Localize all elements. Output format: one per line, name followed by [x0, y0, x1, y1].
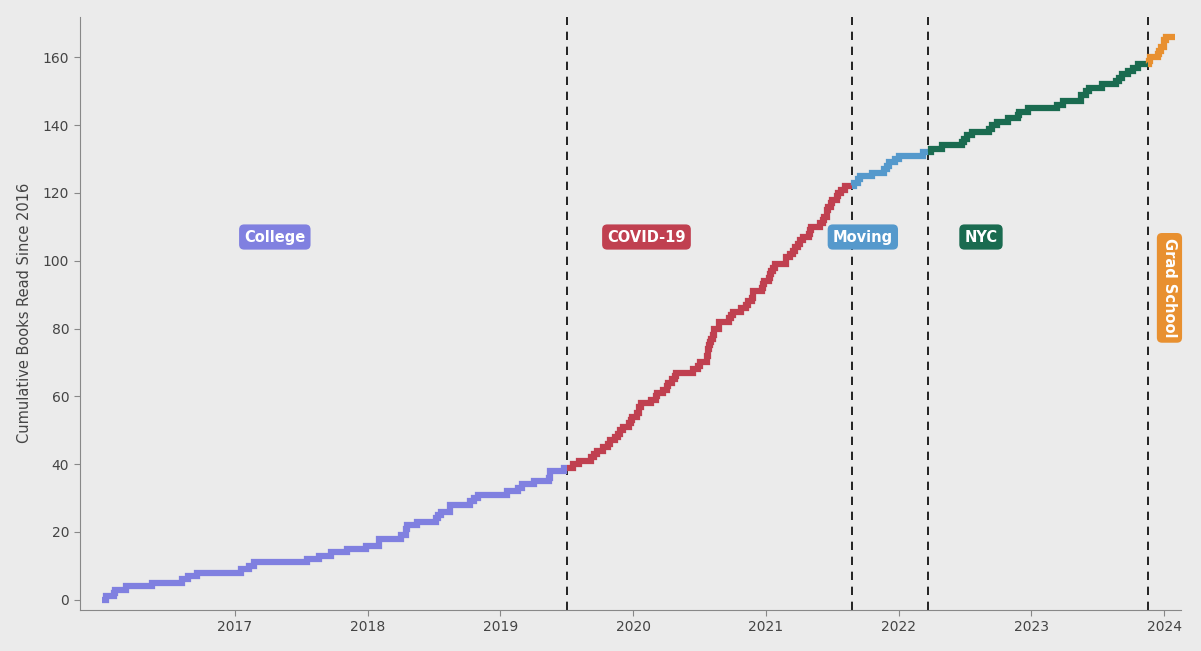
- Text: COVID-19: COVID-19: [608, 230, 686, 245]
- Text: NYC: NYC: [964, 230, 998, 245]
- Text: College: College: [244, 230, 305, 245]
- Y-axis label: Cumulative Books Read Since 2016: Cumulative Books Read Since 2016: [17, 183, 31, 443]
- Text: Moving: Moving: [832, 230, 892, 245]
- Text: Grad School: Grad School: [1161, 238, 1177, 338]
